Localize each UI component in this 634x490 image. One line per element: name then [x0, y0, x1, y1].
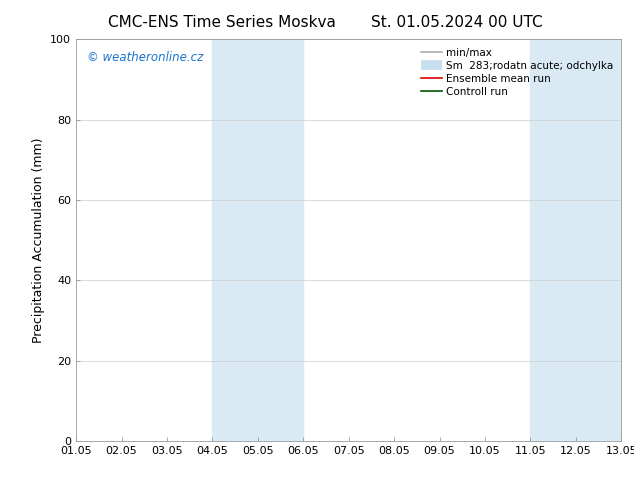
Text: CMC-ENS Time Series Moskva: CMC-ENS Time Series Moskva: [108, 15, 336, 30]
Bar: [531, 39, 621, 441]
Bar: [212, 39, 303, 441]
Text: St. 01.05.2024 00 UTC: St. 01.05.2024 00 UTC: [371, 15, 542, 30]
Text: © weatheronline.cz: © weatheronline.cz: [87, 51, 204, 64]
Y-axis label: Precipitation Accumulation (mm): Precipitation Accumulation (mm): [32, 137, 44, 343]
Legend: min/max, Sm  283;rodatn acute; odchylka, Ensemble mean run, Controll run: min/max, Sm 283;rodatn acute; odchylka, …: [418, 45, 616, 100]
